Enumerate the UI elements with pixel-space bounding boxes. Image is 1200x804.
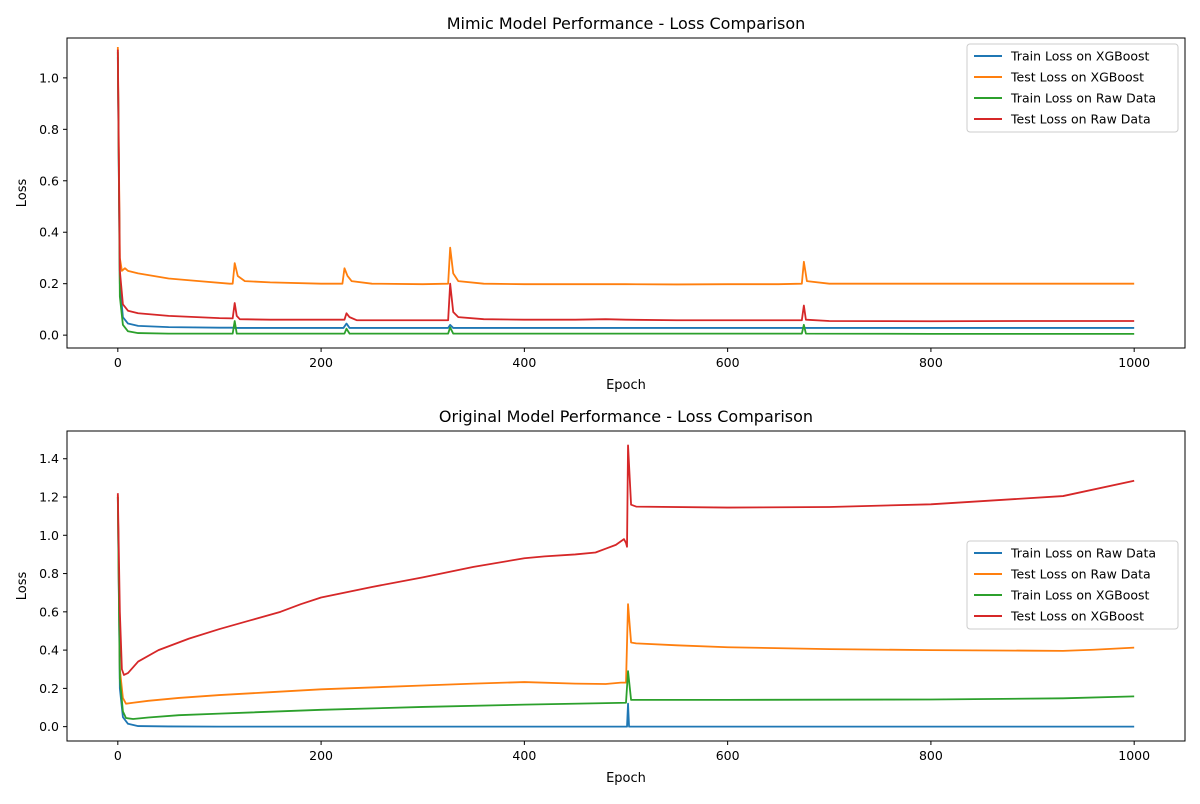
legend-label: Test Loss on XGBoost [1010, 70, 1144, 85]
legend-label: Test Loss on XGBoost [1010, 609, 1144, 624]
y-tick-label: 1.0 [39, 70, 59, 85]
y-tick-label: 0.4 [39, 643, 59, 658]
legend-label: Train Loss on XGBoost [1010, 588, 1150, 603]
x-tick-label: 200 [309, 748, 333, 763]
series-group [116, 444, 1135, 728]
legend: Train Loss on Raw Data Test Loss on Raw D… [966, 540, 1179, 630]
y-tick-label: 0.4 [39, 225, 59, 240]
x-tick-label: 200 [309, 355, 333, 370]
x-tick-label: 1000 [1118, 355, 1150, 370]
x-tick-label: 600 [716, 748, 740, 763]
y-tick-label: 0.2 [39, 276, 59, 291]
x-tick-label: 600 [716, 355, 740, 370]
x-tick-label: 0 [114, 355, 122, 370]
y-tick-label: 0.0 [39, 719, 59, 734]
legend-label: Train Loss on XGBoost [1010, 49, 1150, 64]
x-axis-label: Epoch [606, 378, 646, 393]
series-line-4 [116, 49, 1135, 323]
y-tick-label: 1.0 [39, 528, 59, 543]
series-line-3 [116, 497, 1135, 720]
series-line-3 [116, 52, 1135, 335]
chart-title: Mimic Model Performance - Loss Compariso… [447, 14, 806, 33]
y-tick-label: 0.2 [39, 681, 59, 696]
legend-box [966, 43, 1179, 133]
chart-title: Original Model Performance - Loss Compar… [439, 407, 813, 426]
legend-label: Test Loss on Raw Data [1010, 567, 1151, 582]
legend-label: Train Loss on Raw Data [1010, 546, 1156, 561]
y-tick-label: 0.8 [39, 122, 59, 137]
series-line-4 [116, 444, 1135, 676]
x-tick-label: 0 [114, 748, 122, 763]
y-tick-label: 0.0 [39, 328, 59, 343]
y-tick-label: 0.6 [39, 173, 59, 188]
x-tick-label: 800 [919, 355, 943, 370]
series-group [116, 46, 1135, 335]
plot-frame [66, 430, 1186, 742]
series-line-1 [116, 497, 1135, 728]
chart-panel-2: Original Model Performance - Loss Compar… [15, 407, 1186, 786]
y-tick-label: 1.4 [39, 451, 59, 466]
series-line-1 [116, 57, 1135, 329]
x-tick-label: 1000 [1118, 748, 1150, 763]
x-tick-label: 800 [919, 748, 943, 763]
chart-panel-1: Mimic Model Performance - Loss Compariso… [15, 14, 1186, 393]
y-tick-label: 0.8 [39, 566, 59, 581]
plot-frame [66, 37, 1186, 349]
series-line-2 [116, 46, 1135, 286]
x-tick-label: 400 [512, 355, 536, 370]
series-line-2 [116, 495, 1135, 705]
y-axis-label: Loss [15, 179, 30, 208]
legend-label: Test Loss on Raw Data [1010, 112, 1151, 127]
y-axis-label: Loss [15, 572, 30, 601]
legend-label: Train Loss on Raw Data [1010, 91, 1156, 106]
y-tick-label: 0.6 [39, 604, 59, 619]
y-tick-label: 1.2 [39, 490, 59, 505]
x-tick-label: 400 [512, 748, 536, 763]
legend-box [966, 540, 1179, 630]
x-axis-label: Epoch [606, 771, 646, 786]
legend: Train Loss on XGBoost Test Loss on XGBoos… [966, 43, 1179, 133]
